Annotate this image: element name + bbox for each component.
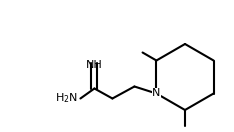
Text: N: N	[152, 88, 161, 98]
Text: NH: NH	[86, 60, 103, 70]
Text: H$_2$N: H$_2$N	[55, 92, 78, 105]
